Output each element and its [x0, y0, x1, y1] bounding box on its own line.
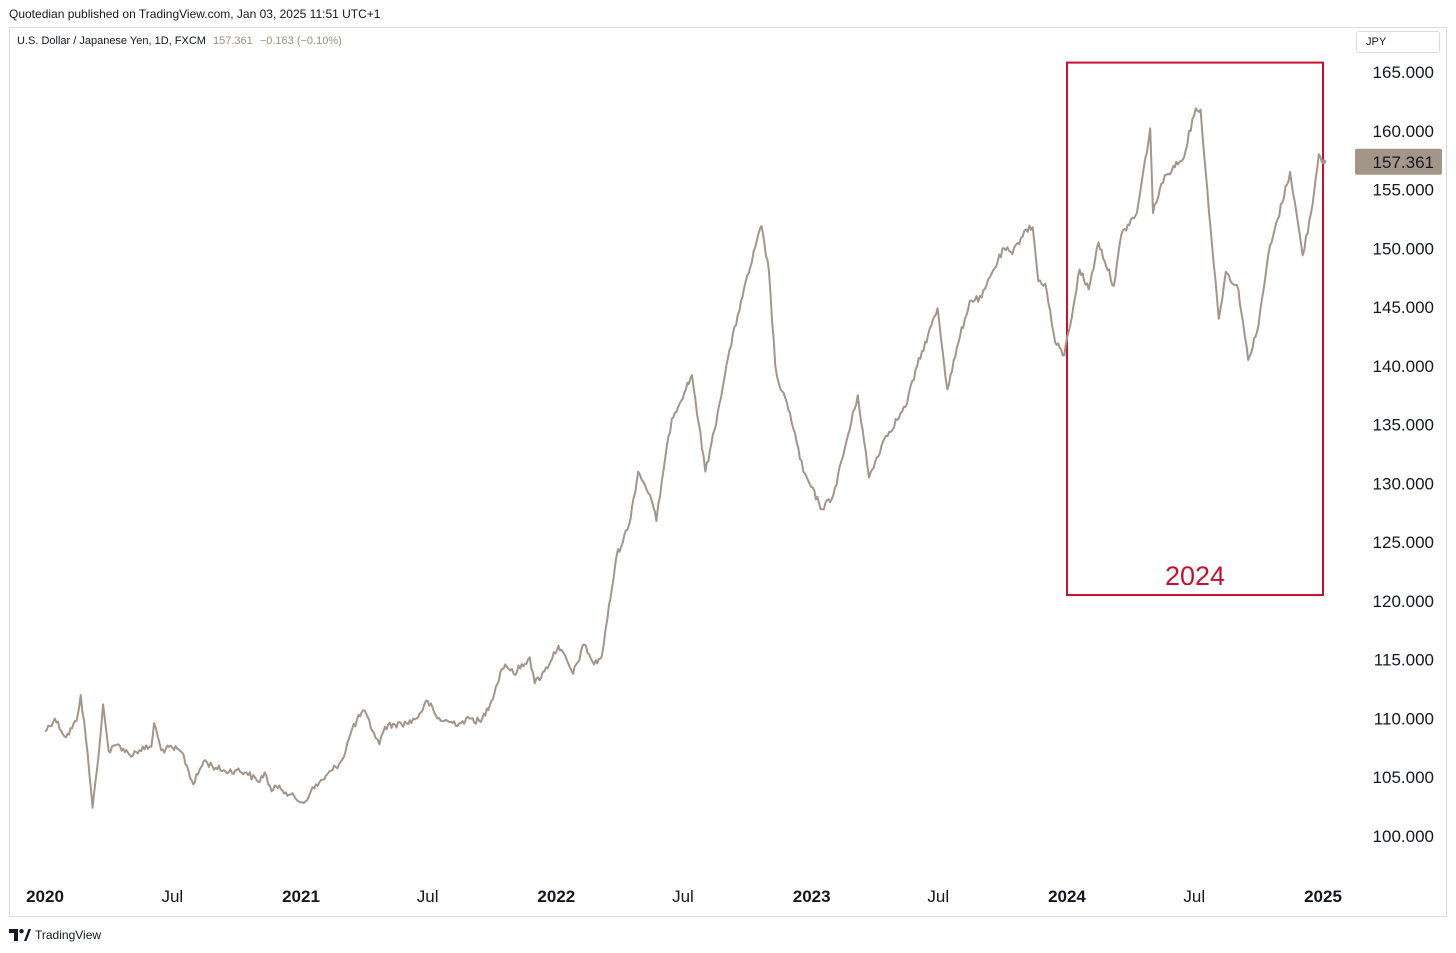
y-tick-label: 140.000 — [1373, 357, 1434, 376]
y-tick-label: 165.000 — [1373, 63, 1434, 82]
x-tick-label: 2025 — [1304, 887, 1342, 906]
x-tick-label: Jul — [161, 887, 183, 906]
y-tick-label: 150.000 — [1373, 239, 1434, 258]
y-tick-label: 135.000 — [1373, 416, 1434, 435]
x-tick-label: 2023 — [793, 887, 831, 906]
tradingview-logo-icon — [9, 929, 31, 941]
y-tick-label: 115.000 — [1374, 651, 1434, 670]
y-tick-label: 110.000 — [1374, 709, 1434, 728]
currency-button[interactable]: JPY — [1356, 31, 1440, 53]
y-tick-label: 105.000 — [1373, 768, 1434, 787]
symbol-title: U.S. Dollar / Japanese Yen, 1D, FXCM — [17, 35, 206, 47]
x-tick-label: Jul — [927, 887, 949, 906]
legend-last-value: 157.361 — [213, 35, 253, 47]
x-tick-label: 2024 — [1048, 887, 1086, 906]
publisher-caption: Quotedian published on TradingView.com, … — [9, 7, 381, 21]
legend-change: −0.163 (−0.10%) — [259, 35, 342, 47]
x-tick-label: 2022 — [537, 887, 575, 906]
chart-frame — [9, 27, 1447, 917]
symbol-legend: U.S. Dollar / Japanese Yen, 1D, FXCM 157… — [17, 35, 342, 47]
y-tick-label: 100.000 — [1373, 827, 1434, 846]
tradingview-brand: TradingView — [35, 928, 102, 942]
last-price-dot — [1321, 159, 1327, 165]
tradingview-logo[interactable]: TradingView — [9, 928, 101, 942]
x-tick-label: Jul — [417, 887, 439, 906]
y-tick-label: 130.000 — [1373, 474, 1434, 493]
annotation-box-2024 — [1065, 61, 1325, 597]
price-line — [44, 107, 1325, 809]
y-tick-label: 125.000 — [1373, 533, 1434, 552]
y-tick-label: 145.000 — [1373, 298, 1434, 317]
x-tick-label: Jul — [1183, 887, 1205, 906]
x-tick-label: Jul — [672, 887, 694, 906]
x-tick-label: 2021 — [282, 887, 320, 906]
last-price-label: 157.361 — [1373, 153, 1434, 172]
y-tick-label: 120.000 — [1373, 592, 1434, 611]
last-price-badge — [1355, 148, 1442, 175]
y-tick-label: 155.000 — [1373, 181, 1434, 200]
y-tick-label: 160.000 — [1373, 122, 1434, 141]
annotation-label: 2024 — [1165, 561, 1225, 591]
x-tick-label: 2020 — [26, 887, 64, 906]
